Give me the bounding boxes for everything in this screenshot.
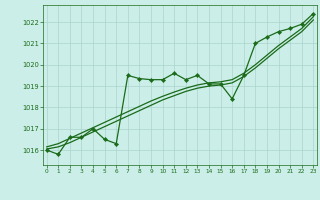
- Text: Graphe pression niveau de la mer (hPa): Graphe pression niveau de la mer (hPa): [66, 185, 254, 194]
